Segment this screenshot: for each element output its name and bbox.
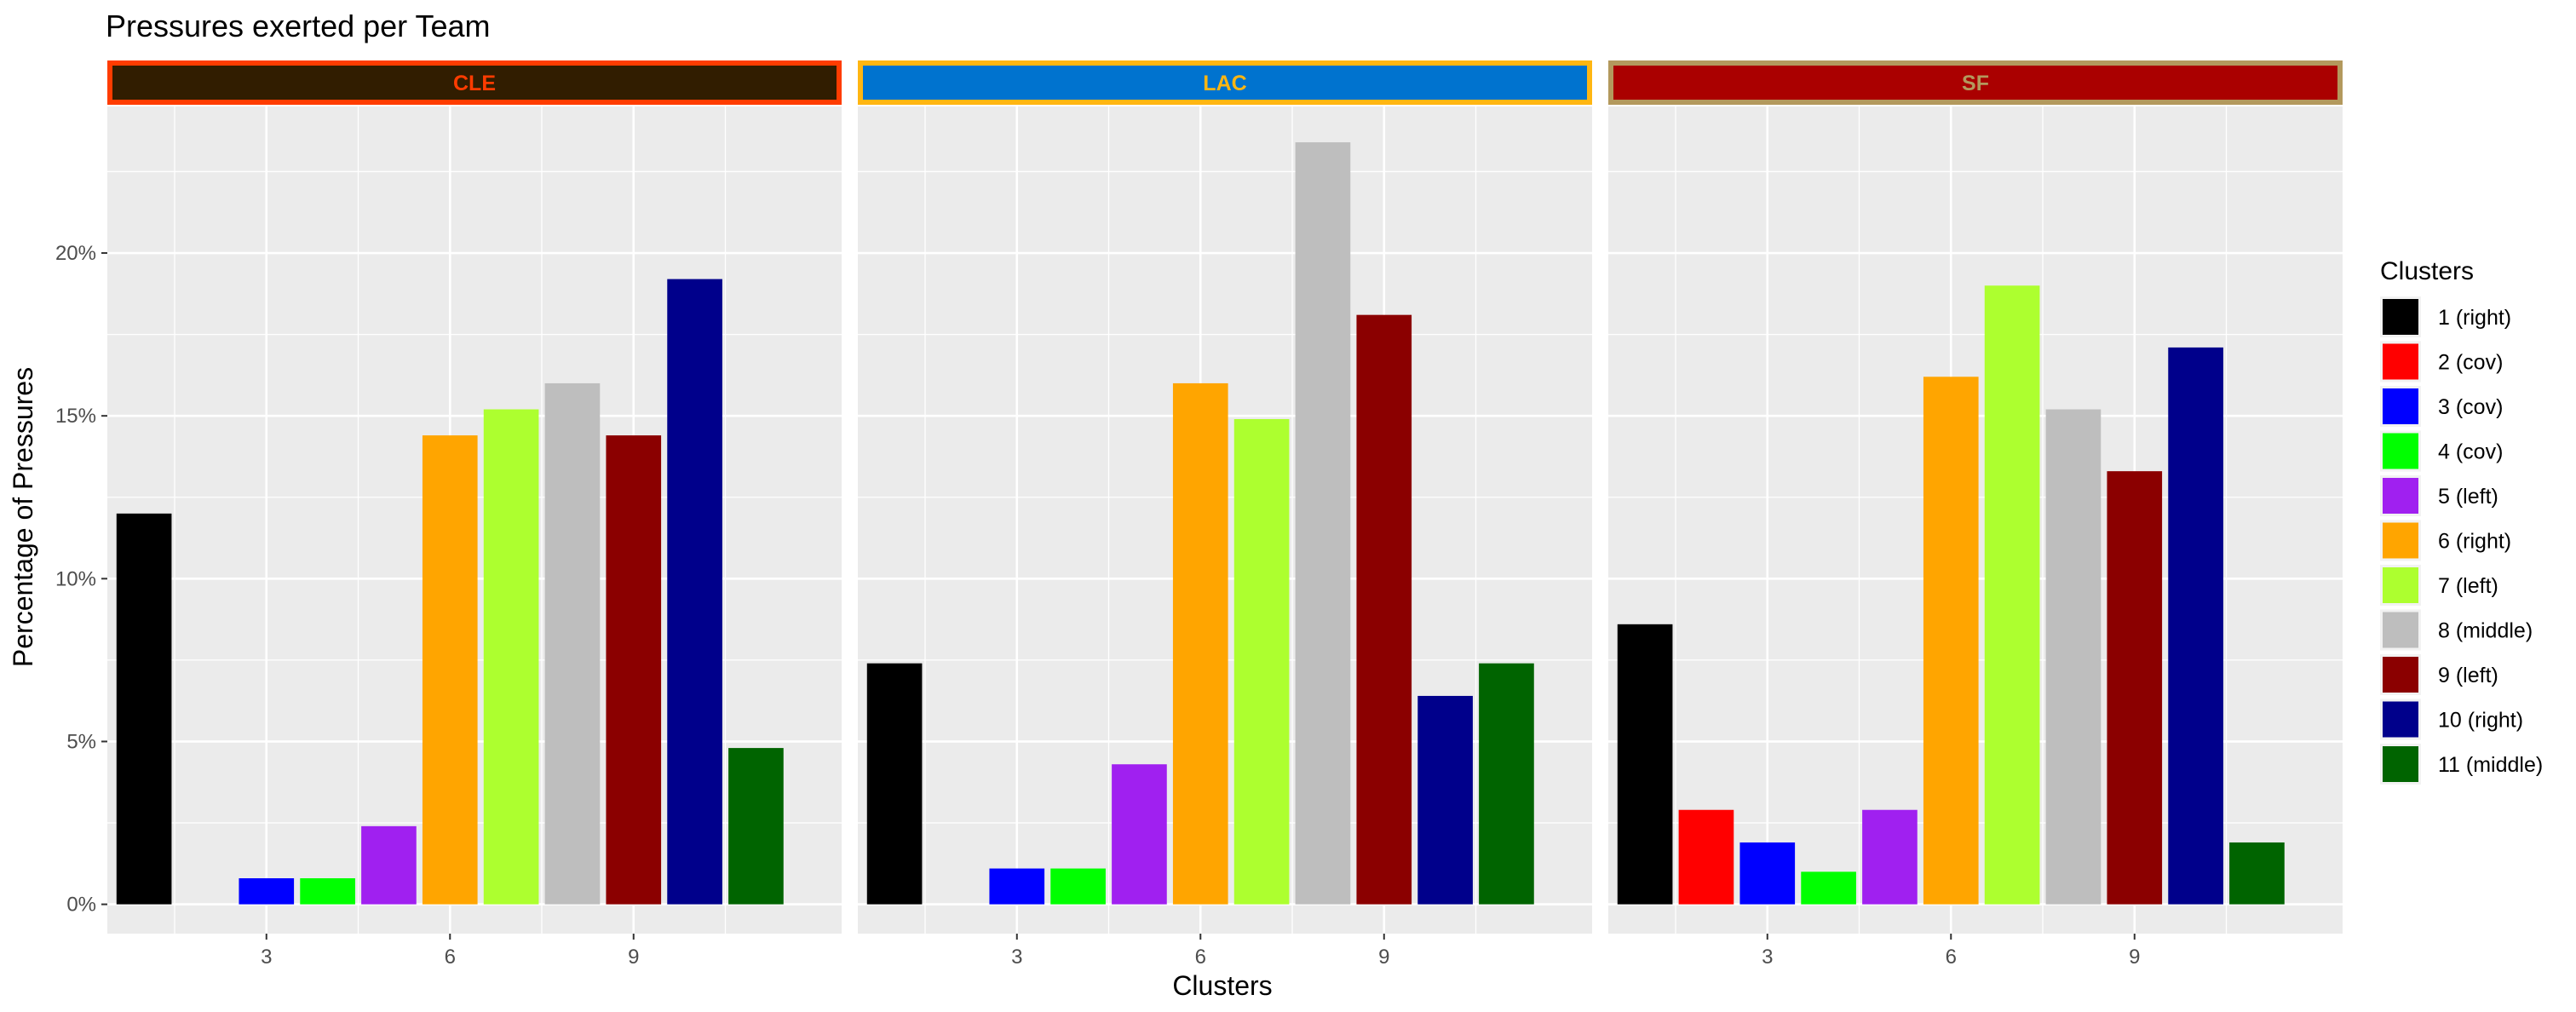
x-tick-label: 3: [261, 946, 272, 969]
facet-strip: [858, 60, 1592, 105]
facet-strip-label: LAC: [1203, 72, 1246, 95]
legend-label: 8 (middle): [2438, 619, 2533, 643]
facet-panels: CLE 3 6 9 LAC 3 6 9 SF 3 6 9 0% 5% 10% 15% 20%: [55, 60, 2343, 969]
x-tick-label: 6: [1946, 946, 1957, 969]
facet-panel-lac: LAC 3 6 9: [858, 60, 1592, 969]
bar-sf-cluster-6: [1923, 377, 1979, 905]
legend-label: 2 (cov): [2438, 351, 2503, 375]
legend-swatch: [2383, 343, 2418, 380]
legend-swatch: [2383, 522, 2418, 559]
legend-swatch: [2383, 701, 2418, 738]
x-tick-label: 3: [1011, 946, 1022, 969]
legend-swatch: [2383, 478, 2418, 514]
legend: Clusters 1 (right) 2 (cov) 3 (cov) 4 (cov) 5…: [2380, 257, 2543, 785]
bar-sf-cluster-8: [2045, 409, 2102, 905]
bar-sf-cluster-4: [1801, 871, 1856, 905]
legend-label: 3 (cov): [2438, 395, 2503, 419]
bar-sf-cluster-2: [1678, 809, 1734, 905]
legend-swatch: [2383, 612, 2418, 648]
bar-lac-cluster-11: [1479, 663, 1534, 905]
x-tick-label: 9: [1378, 946, 1389, 969]
y-tick-label: 0%: [66, 894, 96, 917]
bar-lac-cluster-5: [1112, 764, 1167, 905]
legend-swatch: [2383, 299, 2418, 335]
bar-cle-cluster-10: [667, 279, 722, 905]
legend-label: 7 (left): [2438, 574, 2498, 598]
bar-sf-cluster-3: [1739, 842, 1796, 905]
facet-strip-label: SF: [1962, 72, 1989, 95]
facet-strip-label: CLE: [453, 72, 496, 95]
legend-swatch: [2383, 433, 2418, 469]
legend-title: Clusters: [2380, 257, 2474, 285]
x-axis-label: Clusters: [1172, 970, 1272, 1001]
x-tick-label: 6: [1195, 946, 1206, 969]
facet-strip: [1608, 60, 2343, 105]
x-tick-label: 9: [2129, 946, 2140, 969]
legend-label: 6 (right): [2438, 530, 2511, 554]
x-tick-label: 9: [628, 946, 639, 969]
legend-label: 11 (middle): [2438, 753, 2543, 777]
facet-panel-sf: SF 3 6 9: [1608, 60, 2343, 969]
bar-cle-cluster-1: [116, 513, 172, 905]
bar-cle-cluster-5: [361, 825, 417, 905]
bar-sf-cluster-10: [2168, 347, 2223, 905]
bar-cle-cluster-11: [728, 748, 784, 905]
legend-label: 9 (left): [2438, 664, 2498, 687]
x-tick-label: 6: [445, 946, 456, 969]
facet-panel-cle: CLE 3 6 9: [107, 60, 842, 969]
bar-cle-cluster-6: [422, 435, 478, 905]
bar-lac-cluster-4: [1050, 868, 1106, 905]
bar-sf-cluster-5: [1862, 809, 1918, 905]
bar-lac-cluster-1: [866, 663, 923, 905]
y-tick-label: 15%: [55, 405, 96, 428]
bar-lac-cluster-8: [1295, 142, 1351, 905]
bar-lac-cluster-6: [1172, 382, 1228, 905]
legend-swatch: [2383, 388, 2418, 424]
bar-cle-cluster-7: [483, 409, 539, 905]
chart-title: Pressures exerted per Team: [106, 9, 491, 43]
legend-label: 5 (left): [2438, 485, 2498, 509]
bar-lac-cluster-10: [1417, 695, 1473, 905]
legend-swatch: [2383, 746, 2418, 782]
bar-lac-cluster-9: [1356, 314, 1412, 905]
bar-cle-cluster-8: [544, 382, 601, 905]
legend-label: 10 (right): [2438, 709, 2523, 733]
bar-cle-cluster-3: [239, 878, 295, 905]
y-tick-label: 20%: [55, 242, 96, 265]
bar-sf-cluster-7: [1984, 285, 2040, 905]
bar-sf-cluster-9: [2107, 471, 2163, 905]
y-tick-label: 10%: [55, 567, 96, 590]
y-tick-label: 5%: [66, 730, 96, 753]
bar-lac-cluster-3: [989, 868, 1045, 905]
legend-swatch: [2383, 567, 2418, 603]
y-axis: 0% 5% 10% 15% 20%: [55, 242, 107, 917]
bar-sf-cluster-1: [1617, 624, 1673, 905]
bar-cle-cluster-4: [300, 878, 355, 905]
bar-lac-cluster-7: [1233, 418, 1290, 905]
x-tick-label: 3: [1762, 946, 1773, 969]
legend-swatch: [2383, 657, 2418, 693]
bar-sf-cluster-11: [2229, 842, 2285, 905]
facet-strip: [107, 60, 842, 105]
y-axis-label: Percentage of Pressures: [8, 367, 38, 667]
bar-cle-cluster-9: [606, 435, 662, 905]
legend-label: 1 (right): [2438, 306, 2511, 330]
legend-label: 4 (cov): [2438, 440, 2503, 464]
